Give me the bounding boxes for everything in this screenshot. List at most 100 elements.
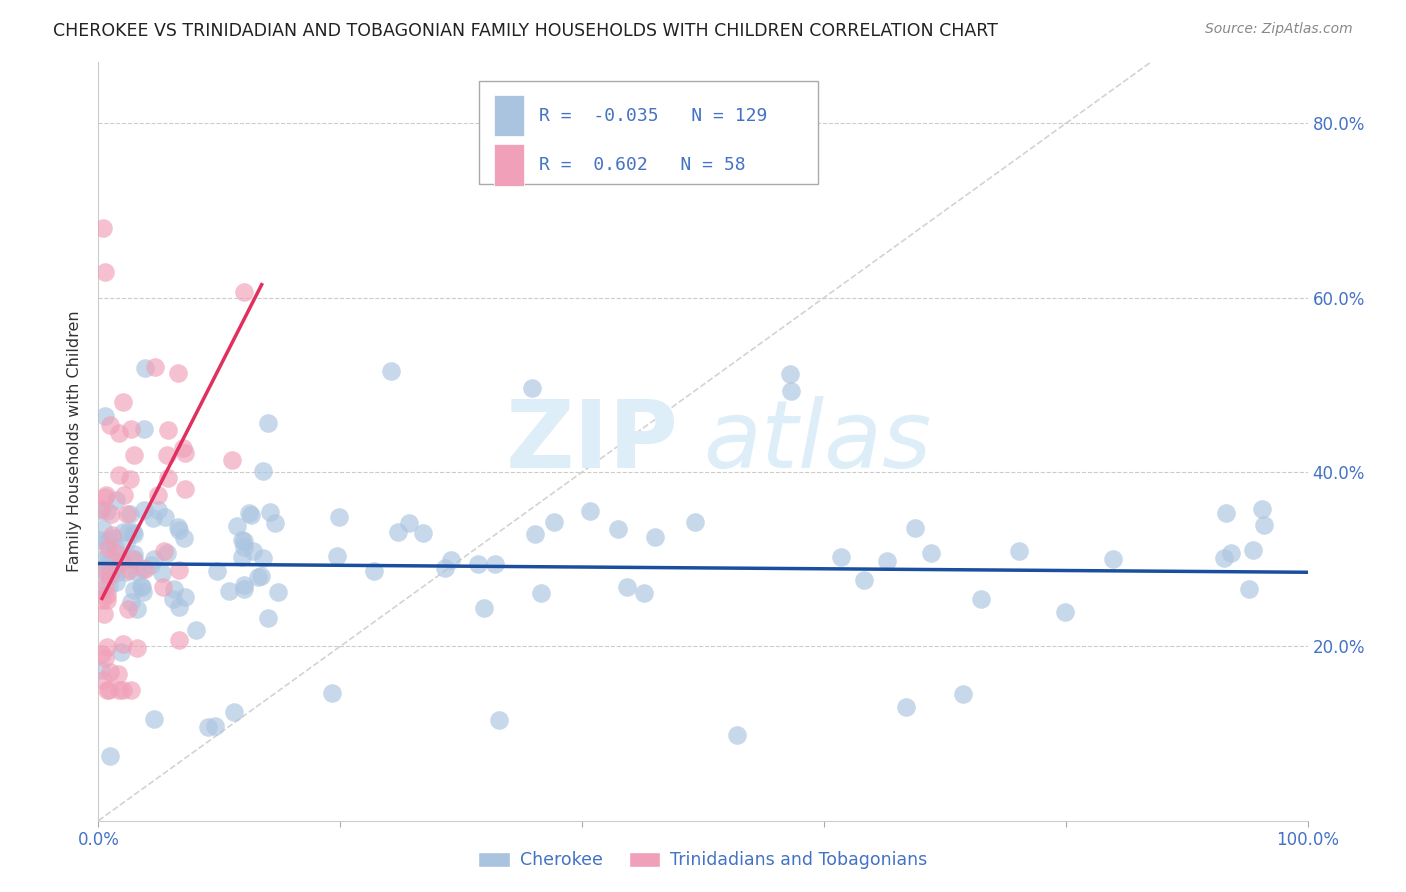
Point	[904, 521, 927, 535]
Point	[167, 599, 190, 614]
Point	[725, 728, 748, 742]
Point	[107, 667, 129, 681]
Point	[232, 285, 254, 300]
Point	[472, 601, 495, 615]
Point	[321, 686, 343, 700]
Point	[96, 558, 118, 572]
Point	[522, 381, 544, 395]
Point	[89, 533, 111, 548]
Point	[434, 560, 457, 574]
Point	[104, 561, 127, 575]
Point	[218, 584, 240, 599]
Point	[98, 665, 121, 680]
Point	[167, 632, 190, 647]
Point	[952, 687, 974, 701]
Point	[226, 519, 249, 533]
Point	[124, 552, 146, 566]
Point	[134, 422, 156, 436]
Point	[156, 546, 179, 560]
Point	[146, 503, 169, 517]
Point	[104, 575, 127, 590]
Point	[96, 682, 118, 697]
Text: ZIP: ZIP	[506, 395, 679, 488]
Point	[1054, 605, 1077, 619]
Point	[523, 527, 546, 541]
Point	[117, 602, 139, 616]
Point	[876, 553, 898, 567]
Point	[94, 579, 117, 593]
Point	[111, 395, 134, 409]
Point	[830, 550, 852, 565]
Text: Source: ZipAtlas.com: Source: ZipAtlas.com	[1205, 22, 1353, 37]
Point	[221, 452, 243, 467]
Point	[1251, 502, 1274, 516]
Point	[97, 567, 120, 582]
Point	[131, 580, 153, 594]
Point	[398, 516, 420, 530]
Point	[467, 557, 489, 571]
Point	[852, 573, 875, 587]
Point	[488, 713, 510, 727]
Point	[387, 525, 409, 540]
Point	[607, 522, 630, 536]
Point	[1008, 544, 1031, 558]
Point	[920, 546, 942, 560]
Point	[114, 535, 136, 549]
Point	[89, 553, 111, 567]
Point	[257, 610, 280, 624]
Point	[172, 441, 194, 455]
Point	[142, 712, 165, 726]
Point	[127, 641, 149, 656]
Text: R =  0.602   N = 58: R = 0.602 N = 58	[538, 156, 745, 174]
Point	[105, 566, 128, 580]
Point	[150, 566, 173, 580]
Point	[104, 541, 127, 555]
Y-axis label: Family Households with Children: Family Households with Children	[67, 310, 83, 573]
Point	[233, 540, 256, 554]
Point	[633, 585, 655, 599]
Point	[163, 582, 186, 597]
Point	[167, 523, 190, 537]
Point	[250, 569, 273, 583]
Point	[326, 549, 349, 563]
Point	[1215, 506, 1237, 520]
Point	[1213, 551, 1236, 566]
Point	[184, 623, 207, 637]
Point	[124, 448, 146, 462]
Point	[484, 557, 506, 571]
Legend: Cherokee, Trinidadians and Tobagonians: Cherokee, Trinidadians and Tobagonians	[471, 845, 935, 877]
Point	[252, 550, 274, 565]
Point	[121, 595, 143, 609]
Point	[90, 582, 112, 597]
Point	[110, 555, 132, 569]
Point	[110, 552, 132, 566]
Point	[579, 504, 602, 518]
Point	[101, 528, 124, 542]
Point	[124, 526, 146, 541]
Point	[120, 422, 142, 436]
Point	[107, 682, 129, 697]
Point	[90, 504, 112, 518]
Point	[616, 581, 638, 595]
Text: R =  -0.035   N = 129: R = -0.035 N = 129	[538, 106, 766, 125]
Point	[264, 516, 287, 530]
FancyBboxPatch shape	[479, 81, 818, 184]
Text: CHEROKEE VS TRINIDADIAN AND TOBAGONIAN FAMILY HOUSEHOLDS WITH CHILDREN CORRELATI: CHEROKEE VS TRINIDADIAN AND TOBAGONIAN F…	[53, 22, 998, 40]
Point	[252, 464, 274, 478]
Point	[233, 533, 256, 548]
Point	[380, 364, 402, 378]
Point	[101, 531, 124, 545]
Point	[156, 471, 179, 485]
Point	[96, 588, 118, 602]
Point	[267, 585, 290, 599]
Point	[1241, 543, 1264, 558]
Point	[93, 563, 115, 577]
Point	[104, 546, 127, 560]
Point	[153, 544, 176, 558]
Point	[94, 488, 117, 502]
Point	[98, 748, 121, 763]
Point	[222, 705, 245, 719]
Point	[231, 549, 253, 564]
Point	[115, 507, 138, 521]
Point	[93, 522, 115, 536]
